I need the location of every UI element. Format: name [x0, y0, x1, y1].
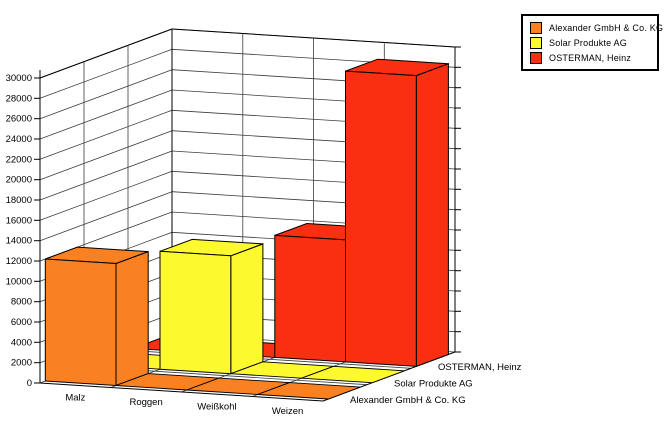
value-axis-tick-label: 12000	[6, 256, 32, 267]
legend-label: Alexander GmbH & Co. KG	[549, 22, 664, 33]
value-axis-tick-label: 16000	[6, 215, 32, 226]
bar-series0-cat0	[44, 246, 149, 387]
legend-swatch-orange-icon	[530, 21, 542, 34]
value-axis: 0 2000 4000 6000 8000 10000 12000 14000 16000 180…	[6, 46, 461, 389]
depth-series-label: Solar Produkte AG	[394, 379, 473, 390]
gridline-leftwall	[39, 69, 173, 120]
bar-side-face	[115, 250, 149, 387]
bar-front-face	[274, 234, 346, 363]
edge-top-back	[171, 28, 456, 48]
category-label: Weizen	[272, 406, 304, 417]
legend-item-alexander-gmbh: Alexander GmbH & Co. KG	[530, 20, 663, 35]
edge-floor-front	[39, 382, 324, 402]
category-axis-labels: Malz Roggen Weißkohl Weizen	[65, 392, 303, 417]
gridline-leftwall	[39, 130, 173, 181]
gridline-leftwall	[39, 109, 173, 160]
value-axis-tick-label: 2000	[11, 358, 32, 369]
gridline-leftwall	[39, 89, 173, 140]
legend-label: Solar Produkte AG	[549, 37, 627, 48]
value-axis-tick-label: 8000	[11, 297, 32, 308]
edge-top-left	[39, 28, 173, 79]
value-axis-tick-label: 10000	[6, 276, 32, 287]
bar-series1-cat1	[159, 238, 264, 375]
bar-series2-cat3	[345, 58, 449, 368]
value-axis-tick-label: 20000	[6, 175, 32, 186]
value-axis-tick-label: 22000	[6, 154, 32, 165]
value-axis-tick-label: 26000	[6, 114, 32, 125]
legend-swatch-red-icon	[530, 51, 542, 64]
depth-series-label: OSTERMAN, Heinz	[438, 362, 522, 373]
category-label: Weißkohl	[197, 401, 236, 412]
legend-item-solar-produkte: Solar Produkte AG	[530, 35, 651, 50]
legend-swatch-yellow-icon	[530, 36, 542, 49]
gridline-leftwall	[39, 170, 173, 221]
bar-front-face	[44, 258, 117, 387]
chart-bars	[44, 58, 449, 400]
bar-front-face	[159, 250, 232, 375]
depth-axis-labels: Alexander GmbH & Co. KG Solar Produkte AG…	[350, 362, 522, 406]
flat-bar-face	[301, 365, 405, 384]
category-label: Malz	[65, 392, 85, 403]
gridline-leftwall	[39, 48, 173, 99]
gridline-leftwall	[39, 191, 173, 242]
value-axis-tick-label: 6000	[11, 317, 32, 328]
legend-item-osterman-heinz: OSTERMAN, Heinz	[530, 50, 651, 65]
value-axis-tick-label: 14000	[6, 236, 32, 247]
bar-side-face	[230, 243, 264, 375]
legend-label: OSTERMAN, Heinz	[549, 52, 632, 63]
gridline-leftwall	[39, 150, 173, 201]
category-label: Roggen	[129, 397, 162, 408]
value-axis-tick-label: 4000	[11, 337, 32, 348]
bar-front-face	[345, 70, 417, 367]
bar-side-face	[415, 62, 449, 368]
value-axis-tick-label: 30000	[6, 73, 32, 84]
flat-bar-series1-cat3	[301, 365, 405, 384]
depth-series-label: Alexander GmbH & Co. KG	[350, 395, 466, 406]
value-axis-tick-label: 18000	[6, 195, 32, 206]
flat-bar-face	[257, 382, 361, 400]
value-axis-tick-label: 28000	[6, 93, 32, 104]
value-axis-tick-label: 0	[27, 378, 32, 389]
flat-bar-series0-cat3	[257, 382, 361, 400]
chart-legend: Alexander GmbH & Co. KG Solar Produkte A…	[521, 14, 663, 71]
value-axis-tick-label: 24000	[6, 134, 32, 145]
